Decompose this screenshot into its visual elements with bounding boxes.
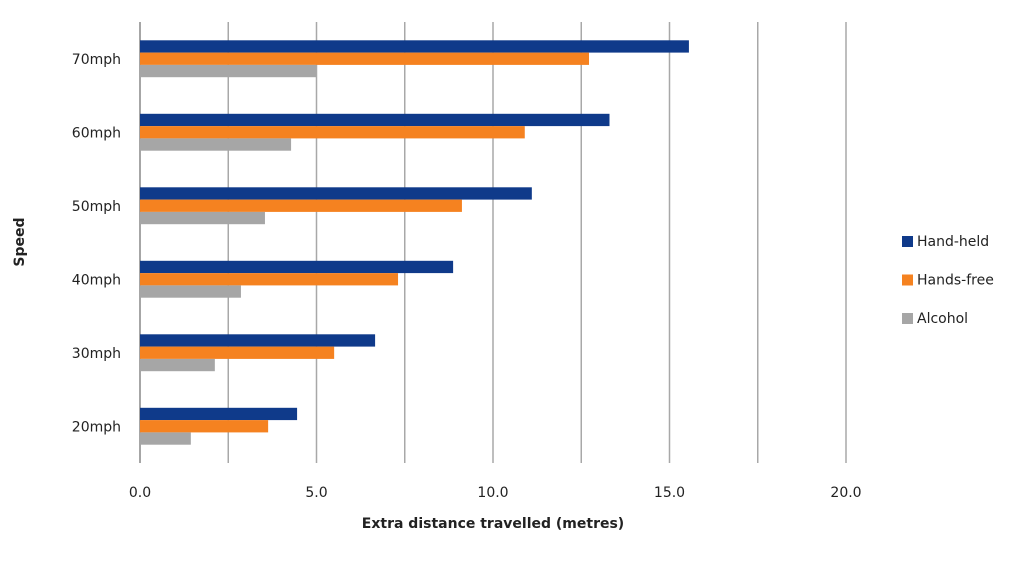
bar-hands-free-20mph <box>140 420 269 433</box>
bar-hand-held-70mph <box>140 40 689 53</box>
bar-hand-held-30mph <box>140 334 376 347</box>
x-tick-label: 5.0 <box>305 485 327 501</box>
bar-hand-held-40mph <box>140 260 454 274</box>
bar-alcohol-60mph <box>140 138 292 151</box>
x-tick-label: 15.0 <box>654 485 685 501</box>
bar-alcohol-50mph <box>140 211 265 225</box>
bar-alcohol-70mph <box>140 64 317 78</box>
bar-alcohol-20mph <box>140 432 191 445</box>
bar-alcohol-30mph <box>140 358 215 372</box>
bar-hands-free-50mph <box>140 199 462 212</box>
x-tick-label: 10.0 <box>477 485 508 501</box>
y-tick-label: 20mph <box>72 419 121 435</box>
legend-swatch <box>902 274 913 286</box>
y-tick-label: 60mph <box>72 125 121 141</box>
x-axis-title: Extra distance travelled (metres) <box>362 516 624 532</box>
x-tick-label: 20.0 <box>830 485 861 501</box>
legend-swatch <box>902 236 913 247</box>
y-tick-label: 30mph <box>72 346 121 362</box>
y-tick-label: 50mph <box>72 199 121 215</box>
legend-swatch <box>902 313 913 324</box>
y-tick-label: 40mph <box>72 272 121 288</box>
bar-hands-free-60mph <box>140 126 525 139</box>
x-tick-label: 0.0 <box>129 485 151 501</box>
legend-label: Hand-held <box>917 234 989 250</box>
bar-hand-held-20mph <box>140 407 298 421</box>
bar-hands-free-30mph <box>140 346 335 359</box>
bar-hand-held-50mph <box>140 187 532 200</box>
legend-label: Alcohol <box>917 311 968 327</box>
bar-hand-held-60mph <box>140 113 610 127</box>
bar-hands-free-70mph <box>140 52 590 65</box>
y-tick-label: 70mph <box>72 52 121 68</box>
y-axis-title: Speed <box>12 217 28 266</box>
bar-alcohol-40mph <box>140 285 241 298</box>
legend-label: Hands-free <box>917 273 994 289</box>
bar-hands-free-40mph <box>140 273 399 286</box>
